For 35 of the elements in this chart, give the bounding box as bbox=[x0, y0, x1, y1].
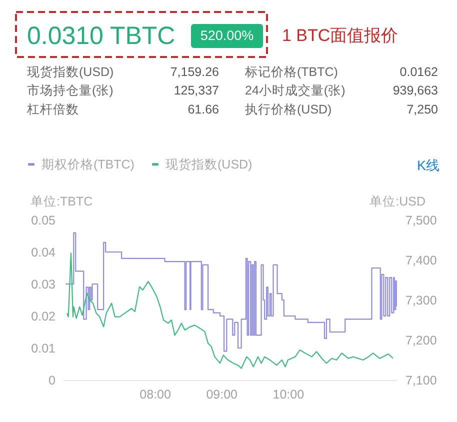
text: 现货指数(USD) bbox=[27, 65, 114, 79]
line-series bbox=[66, 252, 394, 369]
x-tick-label: 10:00 bbox=[272, 388, 304, 402]
y2-tick-label: 7,200 bbox=[406, 334, 437, 348]
text: 市场持仓量(张) bbox=[27, 84, 114, 98]
text: 125,337 bbox=[174, 84, 220, 98]
y-tick-label: 0.01 bbox=[31, 342, 56, 356]
y-tick-label: 0.04 bbox=[31, 246, 56, 260]
y-tick-label: 0.02 bbox=[31, 310, 56, 324]
y2-tick-label: 7,300 bbox=[406, 294, 437, 308]
text: 1 BTC面值报价 bbox=[282, 26, 398, 45]
y-tick-label: 0 bbox=[48, 374, 56, 388]
text: 0.0310 TBTC bbox=[27, 22, 176, 50]
text: 61.66 bbox=[188, 102, 220, 116]
text: 7,250 bbox=[406, 102, 438, 116]
legend-label: 期权价格(TBTC) bbox=[42, 157, 134, 172]
text: 7,159.26 bbox=[170, 65, 220, 79]
y-tick-label: 0.03 bbox=[31, 278, 56, 292]
y-tick-label: 0.05 bbox=[31, 214, 56, 228]
y2-tick-label: 7,400 bbox=[406, 254, 437, 268]
legend-label: 现货指数(USD) bbox=[166, 157, 252, 172]
text: 0.0162 bbox=[400, 65, 438, 79]
x-tick-label: 09:00 bbox=[206, 388, 238, 402]
text: 执行价格(USD) bbox=[245, 102, 332, 116]
text: K线 bbox=[416, 158, 440, 173]
text: 24小时成交量(张) bbox=[245, 82, 346, 98]
y2-tick-label: 7,500 bbox=[406, 214, 437, 228]
y-axis-title: 单位:TBTC bbox=[30, 194, 93, 208]
text: 杠杆倍数 bbox=[26, 102, 79, 116]
x-tick-label: 08:00 bbox=[140, 388, 172, 402]
text: 标记价格(TBTC) bbox=[244, 65, 338, 79]
text: 520.00% bbox=[200, 28, 254, 43]
y2-axis-title: 单位:USD bbox=[370, 194, 426, 208]
text: 939,663 bbox=[392, 84, 438, 98]
y2-tick-label: 7,100 bbox=[406, 374, 437, 388]
